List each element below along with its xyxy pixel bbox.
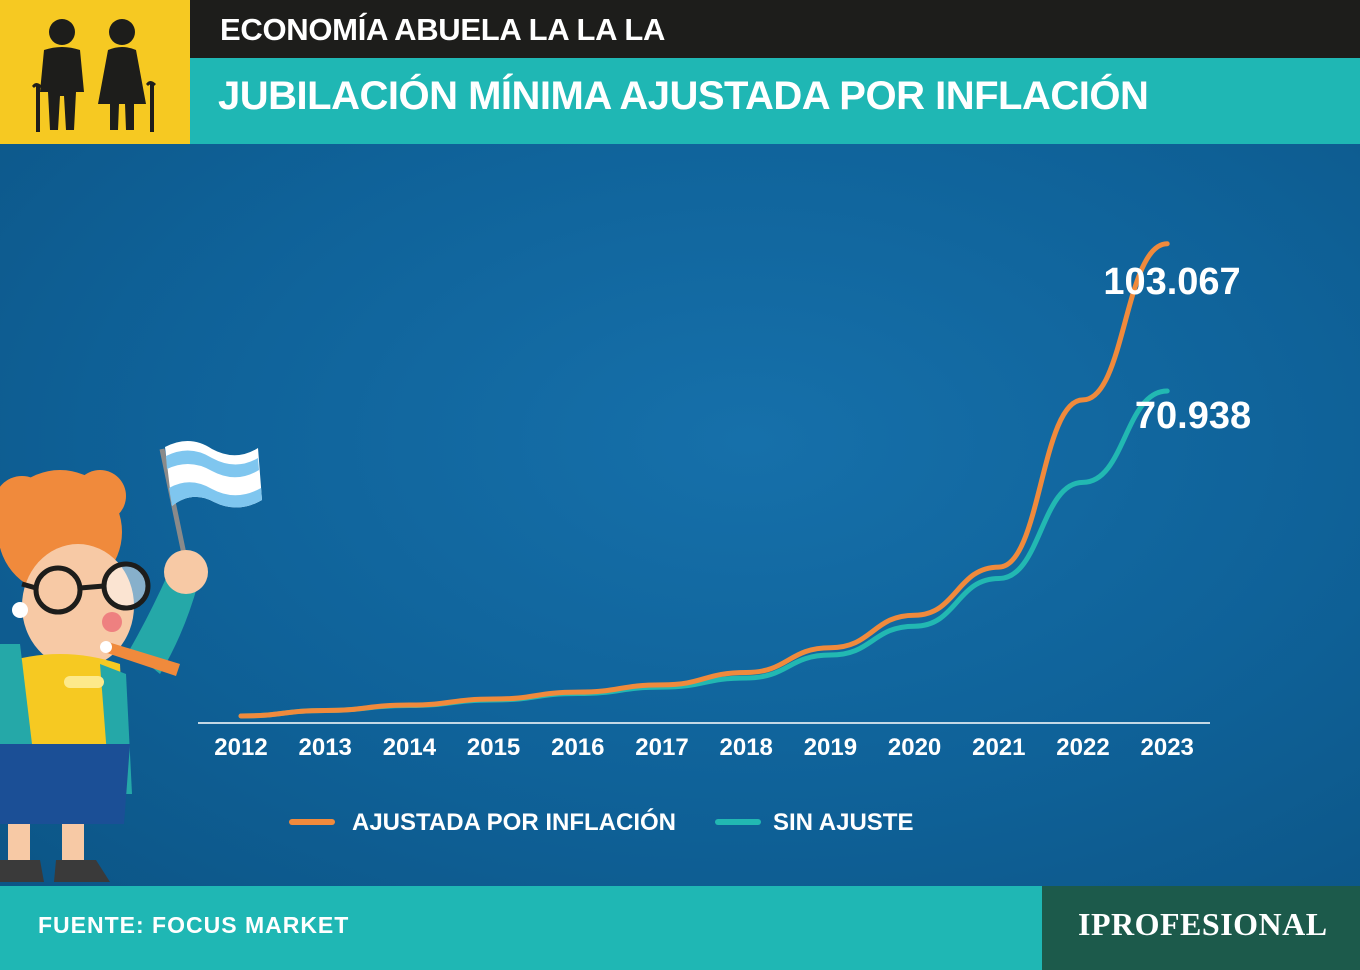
header-icon-box [0,0,190,144]
x-tick-label: 2014 [383,734,437,761]
end-label-adjusted: 103.067 [1103,261,1240,303]
x-tick-label: 2022 [1056,734,1109,761]
header-supertitle-bar: ECONOMÍA ABUELA LA LA LA [190,0,1360,58]
footer-source-bar: FUENTE: FOCUS MARKET [0,886,1042,970]
series-line-adjusted [238,241,1170,719]
end-value-labels: 103.067 70.938 [1103,261,1251,437]
supertitle: ECONOMÍA ABUELA LA LA LA [220,12,666,47]
x-tick-label: 2012 [214,734,267,761]
legend: AJUSTADA POR INFLACIÓN SIN AJUSTE [289,808,913,836]
x-tick-label: 2013 [299,734,352,761]
line-chart: 2012 2013 2014 2015 2016 2017 2018 2019 2020 2021… [0,241,1251,882]
brand-logo: IPROFESIONAL [1078,906,1328,942]
x-axis-tick-labels: 2012 2013 2014 2015 2016 2017 2018 2019 2020 2021… [214,734,1194,761]
series-line-unadjusted [238,388,1170,719]
x-tick-label: 2023 [1141,734,1194,761]
legend-label-adjusted: AJUSTADA POR INFLACIÓN [352,808,676,836]
x-tick-label: 2018 [720,734,773,761]
legend-label-unadjusted: SIN AJUSTE [773,809,913,836]
x-tick-label: 2015 [467,734,520,761]
header-title-bar: JUBILACIÓN MÍNIMA AJUSTADA POR INFLACIÓN [190,58,1360,144]
end-label-unadjusted: 70.938 [1135,395,1251,437]
x-tick-label: 2016 [551,734,604,761]
x-tick-label: 2021 [972,734,1025,761]
x-tick-label: 2019 [804,734,857,761]
chart-area: 2012 2013 2014 2015 2016 2017 2018 2019 2020 2021… [0,144,1360,886]
grandmother-with-argentine-flag-icon [0,440,262,882]
footer-brand-bar: IPROFESIONAL [1042,886,1360,970]
elderly-couple-icon [32,19,156,132]
series-lines [238,241,1170,719]
x-tick-label: 2017 [635,734,688,761]
page-title: JUBILACIÓN MÍNIMA AJUSTADA POR INFLACIÓN [218,74,1149,118]
source-label: FUENTE: FOCUS MARKET [38,912,350,938]
x-tick-label: 2020 [888,734,941,761]
